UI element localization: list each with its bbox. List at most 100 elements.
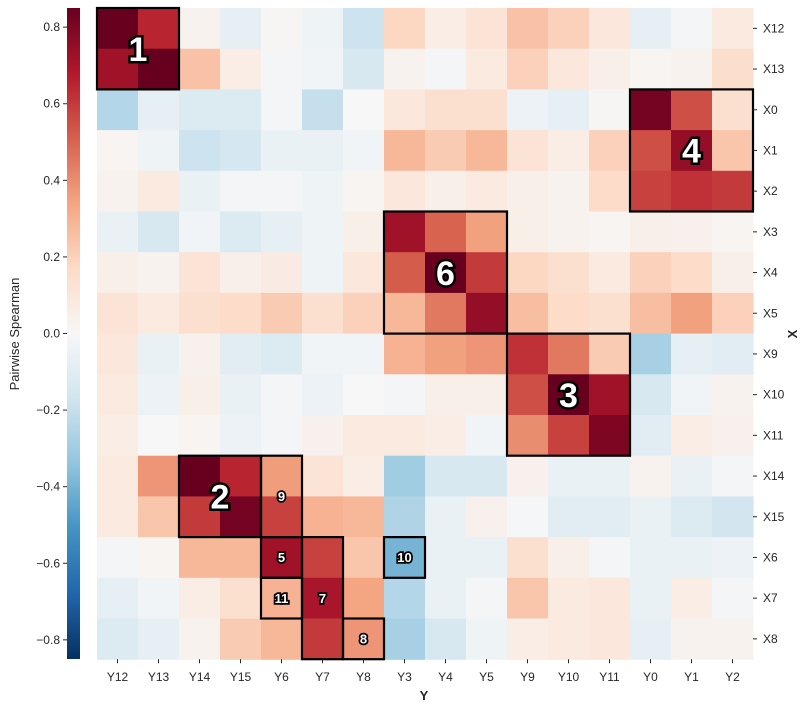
heatmap-cell (261, 89, 303, 131)
heatmap-cell (179, 48, 221, 90)
heatmap-cell (302, 130, 344, 172)
heatmap-cell (548, 252, 590, 294)
heatmap-cell (589, 333, 631, 375)
heatmap-cell (220, 455, 262, 497)
heatmap-cell (138, 252, 180, 294)
y-tick-label: X4 (763, 266, 778, 280)
y-tick-label: X13 (763, 62, 785, 76)
heatmap-cell (671, 577, 713, 620)
heatmap-cell (425, 292, 467, 335)
heatmap-cell (630, 333, 672, 375)
y-tick-label: X14 (763, 469, 785, 483)
heatmap-cell (466, 374, 508, 416)
cluster-block-label: 2 (211, 479, 230, 517)
heatmap-cell (425, 618, 467, 660)
heatmap-cell (138, 292, 180, 335)
heatmap-cells (97, 8, 754, 660)
heatmap-cell (384, 333, 426, 375)
heatmap-cell (548, 333, 590, 375)
heatmap-cell (97, 415, 139, 457)
heatmap-cell (425, 8, 467, 50)
heatmap-cell (97, 577, 139, 620)
heatmap-cell (97, 8, 139, 50)
x-tick-label: Y9 (520, 670, 535, 684)
heatmap-cell (548, 496, 590, 538)
heatmap-cell (671, 374, 713, 416)
heatmap-cell (548, 292, 590, 335)
x-axis-title: Y (420, 688, 429, 703)
heatmap-cell (179, 130, 221, 172)
heatmap-cell (302, 577, 344, 620)
heatmap-cell (507, 415, 549, 457)
cluster-blocks: 1 4 6 3 2 9 5 11 7 8 10 (95, 6, 755, 661)
heatmap-cell (589, 292, 631, 335)
heatmap-cell (589, 537, 631, 579)
colorbar-tick-label: −0.2 (36, 403, 60, 417)
heatmap-cell (589, 211, 631, 253)
colorbar-tick-label: −0.8 (36, 633, 60, 647)
heatmap-cell (425, 48, 467, 90)
heatmap-cell (138, 130, 180, 172)
y-tick-label: X1 (763, 143, 778, 157)
heatmap-cell (466, 8, 508, 50)
x-tick-labels: Y12 Y13 Y14 Y15 Y6 Y7 Y8 Y3 Y4 Y5 Y9 Y10 Y11 Y0 Y1 Y2 (107, 659, 740, 684)
y-tick-label: X6 (763, 550, 778, 564)
cluster-block-outline (382, 210, 509, 335)
x-tick-label: Y2 (725, 670, 740, 684)
heatmap-cell (425, 252, 467, 294)
heatmap-cell (220, 333, 262, 375)
heatmap-cell (97, 211, 139, 253)
heatmap-cell (343, 170, 385, 213)
heatmap-cell (671, 292, 713, 335)
colorbar-tick-label: −0.6 (36, 556, 60, 570)
x-tick-label: Y0 (643, 670, 658, 684)
heatmap-cell (507, 537, 549, 579)
heatmap-cell (630, 48, 672, 90)
heatmap-cell (261, 455, 303, 497)
heatmap-cell (507, 89, 549, 131)
heatmap-cell (712, 577, 754, 620)
heatmap-cell (466, 496, 508, 538)
heatmap-cell (589, 170, 631, 213)
heatmap-cell (261, 577, 303, 620)
heatmap-cell (548, 170, 590, 213)
heatmap-cell (220, 415, 262, 457)
heatmap-cell (138, 618, 180, 660)
heatmap-cell (507, 618, 549, 660)
heatmap-cell (220, 618, 262, 660)
heatmap-cell (671, 48, 713, 90)
heatmap-cell (384, 537, 426, 579)
heatmap-cell (302, 537, 344, 579)
heatmap-cell (630, 415, 672, 457)
heatmap-cell (466, 89, 508, 131)
heatmap-cell (261, 252, 303, 294)
heatmap-cell (138, 455, 180, 497)
heatmap-cell (302, 211, 344, 253)
heatmap-cell (671, 8, 713, 50)
heatmap-cell (97, 537, 139, 579)
heatmap-cell (179, 211, 221, 253)
heatmap-cell (466, 252, 508, 294)
heatmap-cell (548, 577, 590, 620)
heatmap-cell (466, 130, 508, 172)
heatmap-cell (179, 415, 221, 457)
heatmap-cell (425, 333, 467, 375)
heatmap-cell (179, 333, 221, 375)
heatmap-cell (384, 577, 426, 620)
heatmap-cell (548, 374, 590, 416)
heatmap-cell (261, 537, 303, 579)
heatmap-cell (548, 537, 590, 579)
heatmap-cell (384, 374, 426, 416)
heatmap-cell (425, 374, 467, 416)
cluster-block-label: 10 (397, 550, 411, 565)
heatmap-cell (671, 252, 713, 294)
heatmap-cell (466, 537, 508, 579)
heatmap-cell (425, 415, 467, 457)
heatmap-cell (343, 292, 385, 335)
heatmap-cell (343, 415, 385, 457)
x-tick-label: Y11 (599, 670, 620, 684)
heatmap-cell (179, 577, 221, 620)
heatmap-cell (384, 8, 426, 50)
heatmap-cell (384, 292, 426, 335)
colorbar-tick-label: 0.4 (43, 173, 60, 187)
